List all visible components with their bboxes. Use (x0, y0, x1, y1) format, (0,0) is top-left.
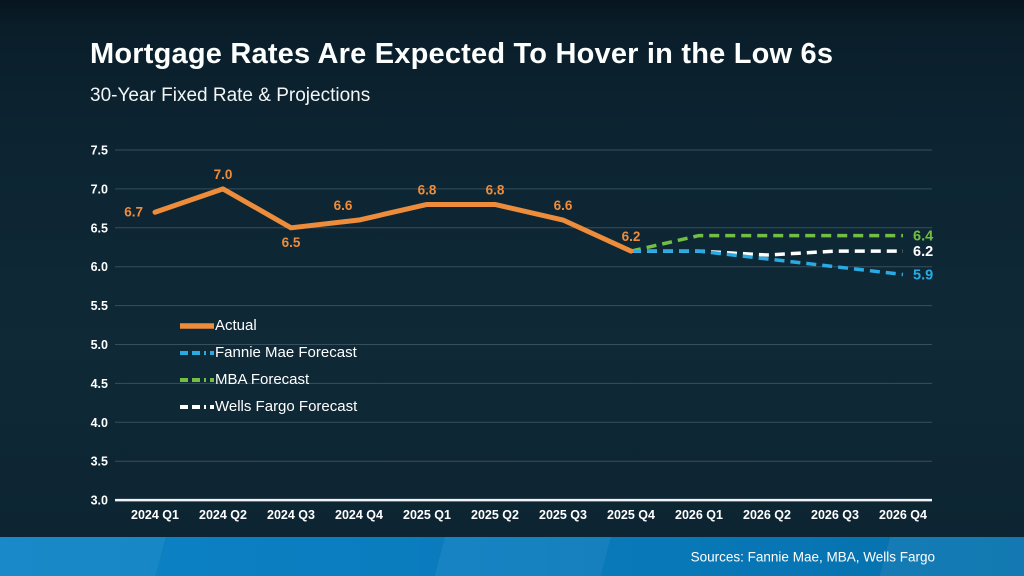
legend-item-fannie-mae: Fannie Mae Forecast (180, 339, 357, 366)
chart-legend: Actual Fannie Mae Forecast MBA Forecast … (180, 312, 357, 420)
legend-label: Fannie Mae Forecast (215, 344, 357, 361)
end-label-mba-forecast: 6.4 (913, 229, 933, 245)
legend-label: Wells Fargo Forecast (215, 398, 358, 415)
y-tick-label: 4.5 (91, 377, 108, 391)
series-line-mba-forecast (630, 233, 903, 253)
data-label-actual: 6.2 (622, 229, 641, 244)
legend-item-wells-fargo: Wells Fargo Forecast (180, 393, 357, 420)
y-tick-label: 5.5 (91, 299, 108, 313)
legend-item-mba: MBA Forecast (180, 366, 357, 393)
x-tick-label: 2024 Q1 (131, 508, 179, 522)
legend-swatch-wells-fargo (180, 404, 214, 409)
legend-item-actual: Actual (180, 312, 357, 339)
x-tick-label: 2026 Q2 (743, 508, 791, 522)
footer-bar: Sources: Fannie Mae, MBA, Wells Fargo (0, 537, 1024, 576)
data-label-actual: 6.8 (486, 182, 505, 197)
data-label-actual: 7.0 (214, 167, 233, 182)
data-label-actual: 6.5 (282, 235, 301, 250)
source-note: Sources: Fannie Mae, MBA, Wells Fargo (690, 549, 935, 564)
data-label-actual: 6.6 (334, 198, 353, 213)
y-tick-label: 6.5 (91, 221, 108, 235)
x-tick-label: 2026 Q4 (879, 508, 927, 522)
series-line-wells-fargo-forecast (631, 249, 903, 257)
x-tick-label: 2026 Q3 (811, 508, 859, 522)
legend-swatch-actual (180, 322, 214, 329)
line-chart: 7.5 7.0 6.5 6.0 5.5 5.0 4.5 4.0 3.5 3.0 2024 Q1 202… (0, 135, 1024, 535)
y-tick-label: 6.0 (91, 260, 108, 274)
series-line-fannie-mae-forecast (631, 249, 904, 277)
x-tick-label: 2024 Q2 (199, 508, 247, 522)
y-tick-label: 7.5 (91, 144, 108, 158)
series-line-actual (152, 186, 634, 254)
legend-label: Actual (215, 317, 257, 334)
y-tick-label: 4.0 (91, 416, 108, 430)
x-tick-label: 2025 Q1 (403, 508, 451, 522)
x-tick-label: 2025 Q2 (471, 508, 519, 522)
chart-canvas: 7.5 7.0 6.5 6.0 5.5 5.0 4.5 4.0 3.5 3.0 2024 Q1 202… (91, 144, 934, 523)
y-tick-label: 5.0 (91, 338, 108, 352)
data-label-actual: 6.8 (418, 182, 437, 197)
x-tick-label: 2025 Q4 (607, 508, 655, 522)
y-tick-label: 3.0 (91, 494, 108, 508)
page-title: Mortgage Rates Are Expected To Hover in … (90, 38, 834, 70)
data-label-actual: 6.7 (124, 205, 143, 220)
x-tick-label: 2026 Q1 (675, 508, 723, 522)
x-tick-label: 2025 Q3 (539, 508, 587, 522)
page-subtitle: 30-Year Fixed Rate & Projections (90, 85, 371, 106)
data-label-actual: 6.6 (554, 198, 573, 213)
x-tick-label: 2024 Q3 (267, 508, 315, 522)
x-tick-label: 2024 Q4 (335, 508, 383, 522)
y-tick-label: 3.5 (91, 455, 108, 469)
legend-swatch-fannie-mae (180, 350, 214, 355)
end-label-fannie-mae-forecast: 5.9 (913, 267, 933, 283)
legend-swatch-mba (180, 377, 214, 382)
legend-label: MBA Forecast (215, 371, 310, 388)
y-tick-label: 7.0 (91, 182, 108, 196)
end-label-wells-fargo-forecast: 6.2 (913, 244, 933, 260)
